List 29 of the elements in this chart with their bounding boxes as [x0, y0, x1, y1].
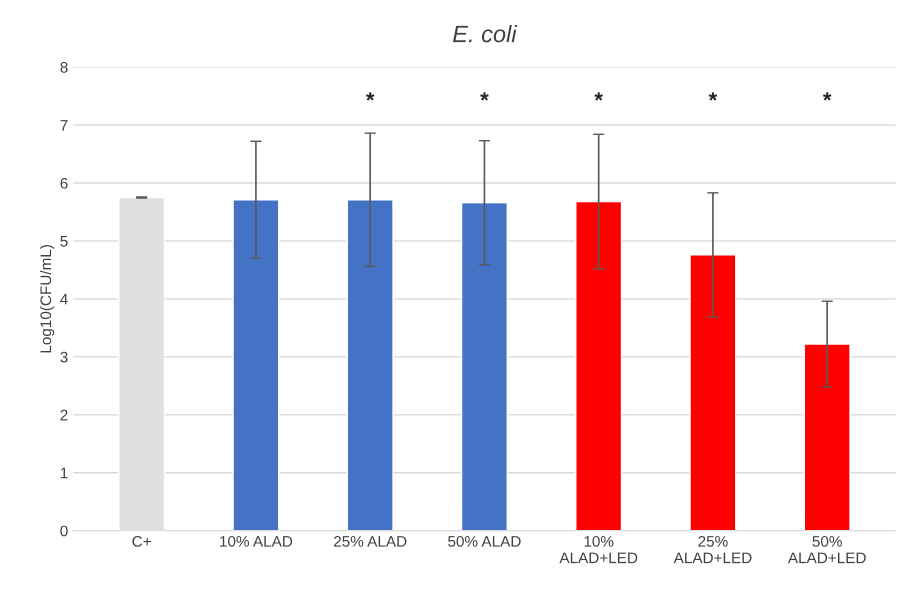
- annotation: *: [594, 92, 603, 101]
- y-tick-label: 8: [60, 62, 68, 73]
- y-tick-label: 7: [60, 120, 68, 131]
- bar: [460, 202, 508, 531]
- x-tick-label: 50% ALAD+LED: [788, 536, 866, 564]
- x-tick-label: 10% ALAD+LED: [559, 536, 638, 564]
- x-tick-label: 25% ALAD+LED: [674, 536, 752, 564]
- bar: [346, 199, 394, 531]
- annotation: *: [708, 92, 718, 101]
- annotation: *: [366, 92, 374, 101]
- x-tick-label: 10% ALAD: [220, 536, 292, 547]
- y-axis-title: Log10(CFU/mL): [40, 245, 54, 352]
- bar: [804, 343, 851, 531]
- annotation: *: [822, 92, 832, 101]
- x-tick-label: 50% ALAD: [448, 536, 521, 547]
- y-tick-label: 0: [60, 526, 68, 536]
- y-tick-label: 3: [60, 352, 68, 363]
- annotation: *: [480, 92, 489, 101]
- chart-title: E. coli: [453, 24, 518, 42]
- x-tick-label: C+: [132, 536, 151, 547]
- y-tick-label: 5: [60, 236, 68, 247]
- bar: [575, 200, 622, 531]
- y-tick-label: 6: [60, 178, 68, 189]
- y-tick-label: 4: [60, 294, 68, 304]
- bar: [232, 199, 280, 531]
- x-tick-label: 25% ALAD: [334, 536, 406, 547]
- y-tick-label: 2: [60, 410, 68, 420]
- y-tick-label: 1: [60, 468, 68, 478]
- bar: [689, 254, 736, 531]
